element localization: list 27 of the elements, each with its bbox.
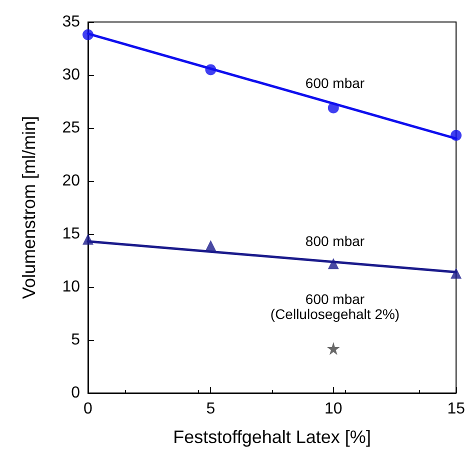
x-tick-label: 10 <box>324 400 342 418</box>
x-axis-title: Feststoffgehalt Latex [%] <box>173 427 371 447</box>
y-tick-label: 35 <box>62 14 80 30</box>
y-tick-label: 20 <box>62 172 80 190</box>
annotation: 800 mbar <box>305 233 365 249</box>
point <box>450 268 462 279</box>
point <box>205 240 216 252</box>
point <box>326 342 340 355</box>
y-tick-label: 30 <box>62 66 80 84</box>
y-axis-title: Volumenstrom [ml/min] <box>19 116 39 300</box>
point <box>82 234 94 245</box>
y-tick-label: 10 <box>62 278 80 296</box>
y-tick-label: 15 <box>62 226 80 242</box>
annotation: 600 mbar <box>305 75 365 91</box>
point <box>328 102 339 114</box>
y-tick-label: 0 <box>71 384 80 402</box>
x-tick-label: 15 <box>447 400 466 418</box>
point <box>450 130 462 141</box>
point <box>82 29 94 40</box>
x-tick-label: 0 <box>84 400 93 418</box>
annotation: (Cellulosegehalt 2%) <box>270 306 400 322</box>
y-tick-label: 5 <box>71 332 80 348</box>
point <box>328 258 339 270</box>
y-tick-label: 25 <box>62 120 80 136</box>
point <box>205 64 216 76</box>
x-tick-label: 5 <box>206 400 216 418</box>
annotation: 600 mbar <box>305 291 365 307</box>
